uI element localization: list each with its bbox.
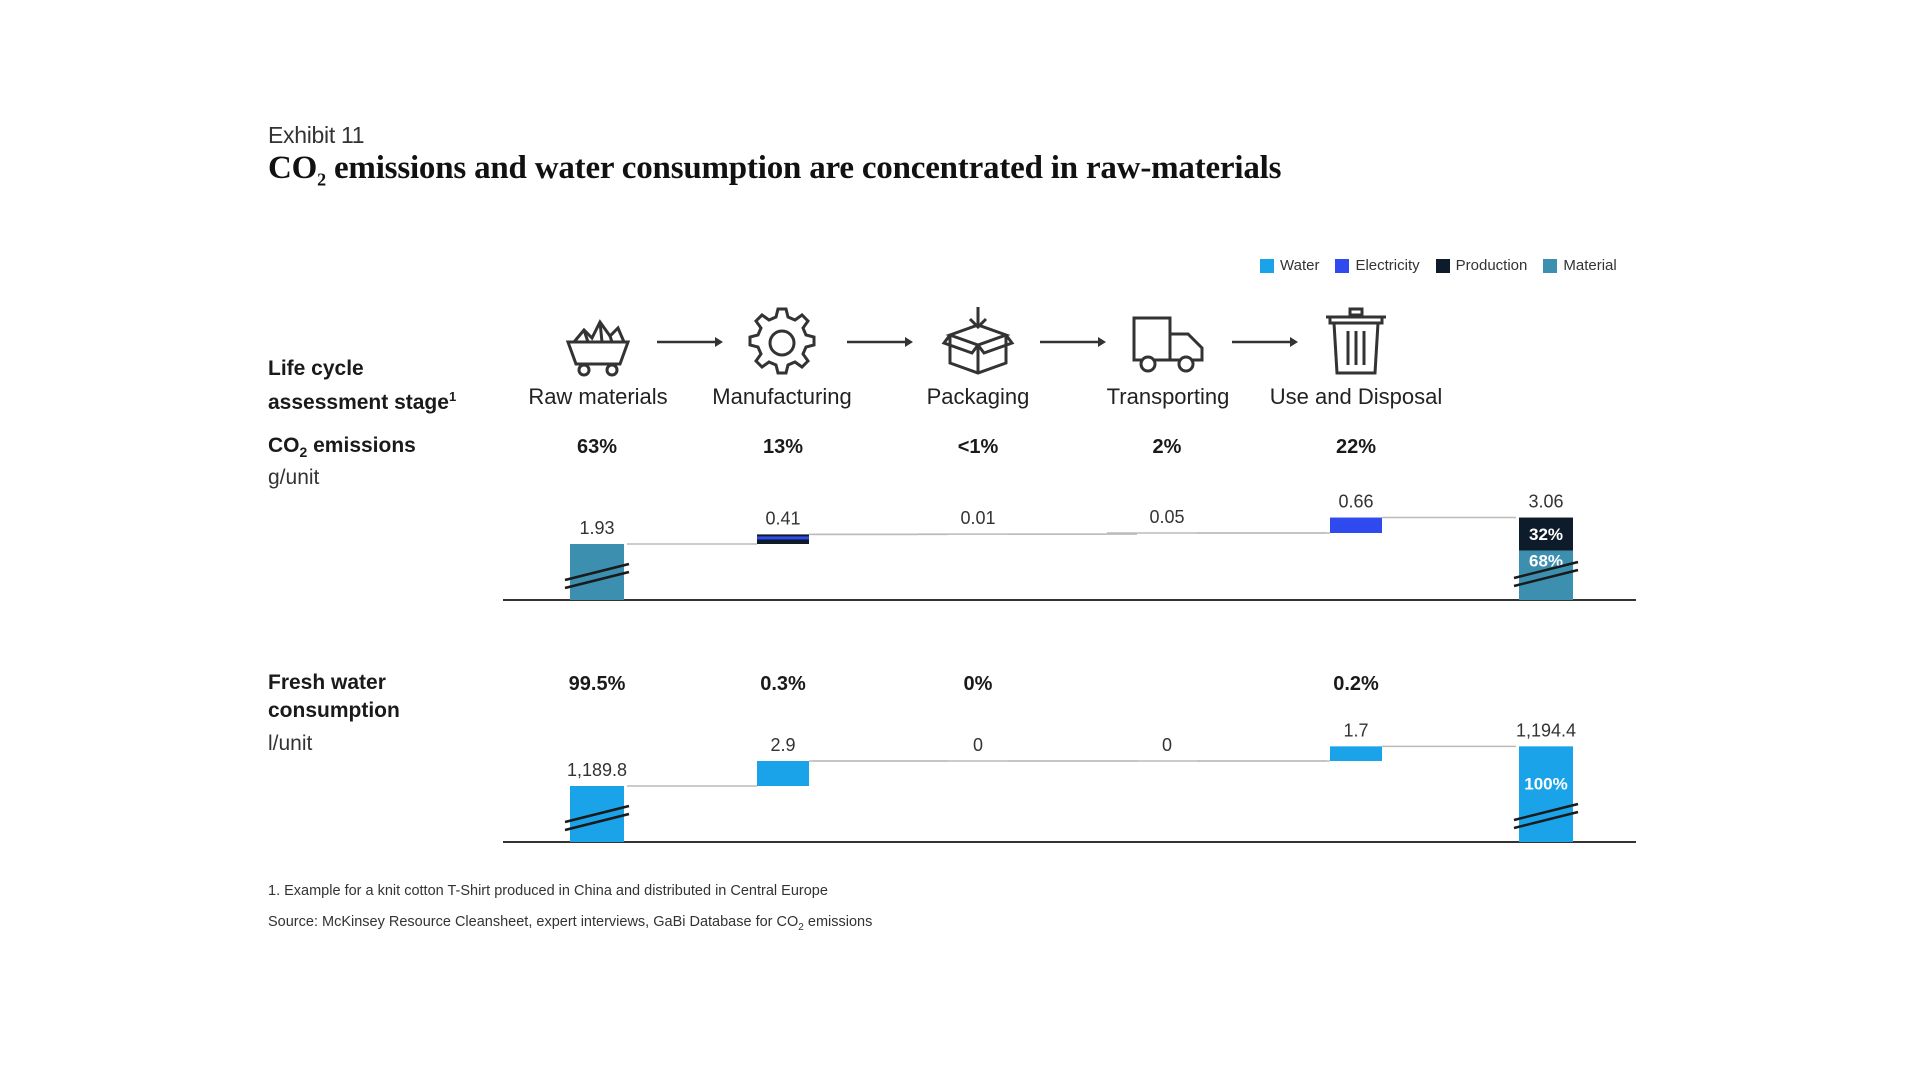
water-value-label: 1.7 (1343, 720, 1368, 740)
legend-swatch (1543, 258, 1558, 273)
co2-axis-break (1513, 568, 1579, 588)
legend-item-material: Material (1543, 257, 1617, 274)
stage-label-packaging: Packaging (926, 384, 1030, 409)
co2-axis-break (1513, 560, 1579, 580)
legend: Water Electricity Production Material (1260, 257, 1617, 274)
water-value-label: 2.9 (770, 735, 795, 755)
source-note: Source: McKinsey Resource Cleansheet, ex… (268, 914, 873, 933)
legend-swatch (1335, 258, 1350, 273)
arrow-right-icon (1232, 337, 1298, 347)
water-axis-break (564, 804, 630, 824)
water-value-label: 0 (973, 735, 983, 755)
water-value-label: 0 (1162, 735, 1172, 755)
co2-axis-break (564, 562, 630, 582)
water-total-bar (1519, 746, 1573, 842)
arrow-right-icon (847, 337, 913, 347)
chart-title: CO2 emissions and water consumption are … (268, 150, 1282, 190)
footnote: 1. Example for a knit cotton T-Shirt pro… (268, 883, 828, 899)
water-axis-break (1513, 810, 1579, 830)
lca-stage-label: Life cycle assessment stage1 (268, 357, 457, 414)
co2-total-share-label: 32% (1529, 525, 1563, 544)
co2-bar (1330, 517, 1382, 533)
water-share-label: 0.3% (760, 673, 806, 695)
mine-cart-icon (565, 319, 631, 377)
legend-swatch (1260, 258, 1274, 273)
water-share-label: 0% (964, 673, 993, 695)
co2-value-label: 1.93 (579, 518, 614, 538)
co2-share-label: 63% (577, 436, 617, 458)
arrow-right-icon (657, 337, 723, 347)
trash-bin-icon (1326, 307, 1386, 375)
arrow-right-icon (1040, 337, 1106, 347)
co2-total-bar-segment (1519, 517, 1573, 551)
co2-value-label: 0.01 (960, 508, 995, 528)
truck-icon (1132, 316, 1204, 373)
co2-bar-electricity-part (757, 536, 809, 540)
exhibit-number: Exhibit 11 (268, 122, 365, 148)
water-axis-break (564, 812, 630, 832)
co2-value-label: 0.05 (1149, 507, 1184, 527)
co2-value-label: 3.06 (1528, 492, 1563, 512)
water-bar (1330, 746, 1382, 761)
co2-share-label: 22% (1336, 436, 1376, 458)
co2-share-label: 2% (1153, 436, 1182, 458)
package-box-icon (941, 307, 1015, 375)
co2-row-label: CO2 emissions (268, 434, 416, 461)
legend-item-electricity: Electricity (1335, 257, 1420, 274)
water-bar (757, 761, 809, 786)
legend-swatch (1435, 258, 1450, 273)
water-axis-break (1513, 802, 1579, 822)
co2-axis-break (564, 570, 630, 590)
water-value-label: 1,189.8 (567, 760, 627, 780)
co2-unit-label: g/unit (268, 466, 320, 489)
stage-label-use-and-disposal: Use and Disposal (1269, 384, 1443, 409)
stage-label-manufacturing: Manufacturing (712, 384, 852, 409)
co2-total-share-label: 68% (1529, 552, 1563, 571)
stage-label-raw-materials: Raw materials (528, 384, 668, 409)
water-share-label: 99.5% (569, 673, 626, 695)
co2-value-label: 0.66 (1338, 492, 1373, 512)
water-share-label: 0.2% (1333, 673, 1379, 695)
co2-share-label: 13% (763, 436, 803, 458)
co2-share-label: <1% (958, 436, 999, 458)
legend-item-water: Water (1260, 257, 1319, 274)
legend-item-production: Production (1435, 257, 1527, 274)
water-row-label: Fresh water consumption (268, 671, 400, 722)
stage-label-transporting: Transporting (1106, 384, 1230, 409)
water-total-share-label: 100% (1524, 774, 1567, 793)
water-unit-label: l/unit (268, 732, 313, 755)
co2-value-label: 0.41 (765, 508, 800, 528)
water-value-label: 1,194.4 (1516, 720, 1576, 740)
gear-icon (748, 307, 816, 375)
